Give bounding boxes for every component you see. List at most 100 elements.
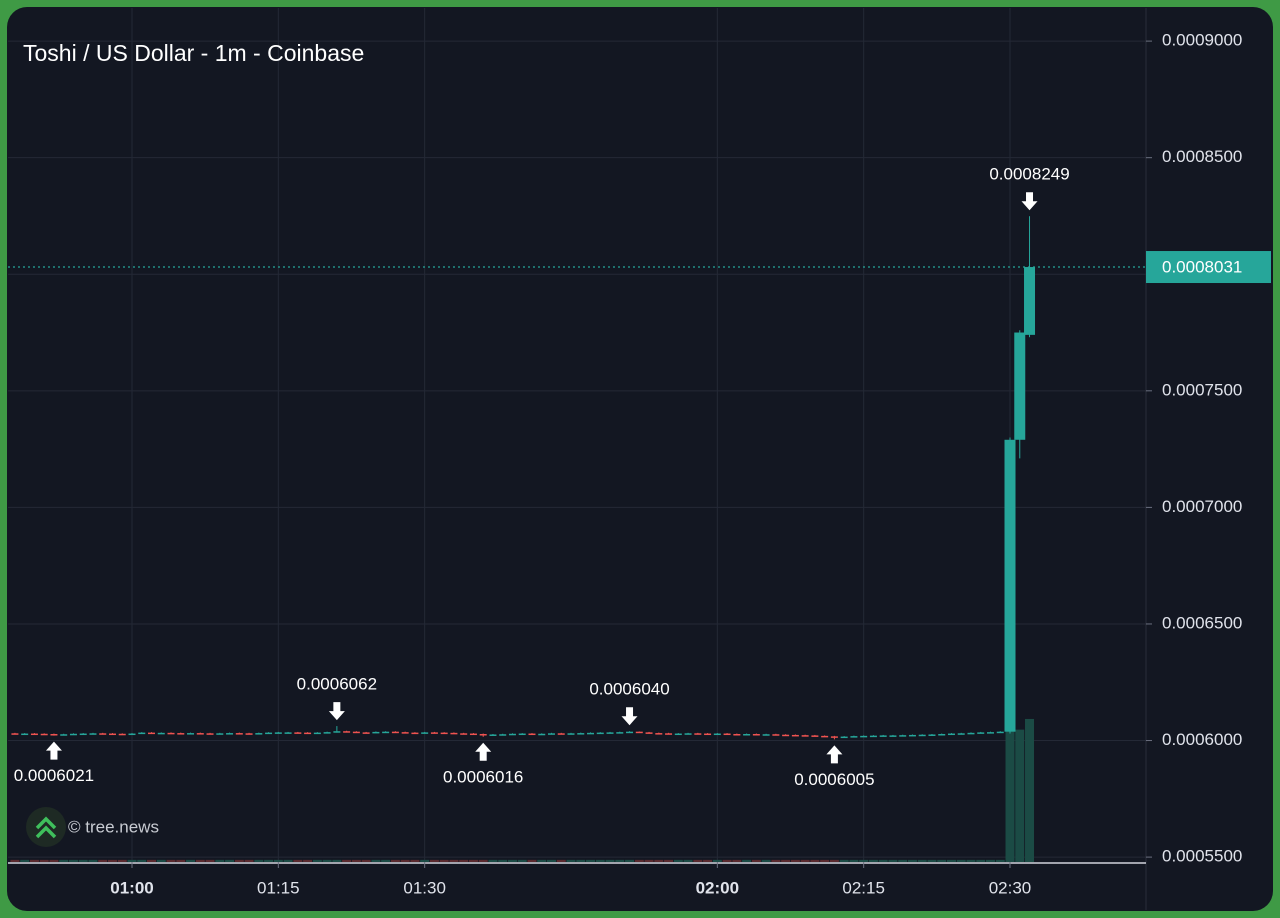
volume-bar [264, 859, 274, 862]
candle-body [450, 732, 458, 735]
volume-bar [166, 859, 176, 862]
candle-body [313, 732, 321, 735]
candle-body [148, 732, 156, 735]
candle-body [352, 731, 360, 734]
candle-body [196, 733, 204, 735]
candle-body [782, 734, 790, 737]
volume-bar [225, 859, 235, 862]
candle-body [547, 733, 555, 735]
watermark-logo: © tree.news [26, 807, 159, 847]
y-tick-label: 0.0009000 [1162, 31, 1242, 50]
candle-body [21, 733, 29, 736]
volume-bar [283, 859, 293, 862]
candle-body [391, 731, 399, 734]
volume-bar [673, 859, 683, 862]
arrow-down [328, 702, 345, 721]
volume-bar [751, 859, 761, 862]
arrow-up [45, 741, 62, 760]
candle-body [772, 734, 780, 736]
candle-body [957, 733, 965, 735]
candle-body [430, 732, 438, 734]
volume-bar [156, 859, 166, 862]
overlay-layer: 0.0006021 0.0006062 0.0006016 0.0006040 0.00… [8, 165, 1146, 789]
candle-body [460, 733, 468, 735]
candle-body [743, 734, 751, 736]
last-price-label: 0.0008031 [1162, 258, 1242, 277]
volume-bar [49, 859, 59, 862]
volume-bar [293, 859, 303, 862]
volume-bar [995, 859, 1005, 862]
volume-bar [898, 859, 908, 862]
volume-bar [371, 859, 381, 862]
candle-body [304, 732, 312, 735]
candle-body [118, 733, 126, 736]
volume-bar [907, 859, 917, 862]
volume-bar [254, 859, 264, 862]
volume-bar [937, 859, 947, 862]
y-tick-label: 0.0007000 [1162, 497, 1242, 516]
volume-bar [878, 859, 888, 862]
volume-bar [400, 859, 410, 862]
candle-body [187, 733, 195, 735]
candle-body [469, 733, 477, 736]
candle-body [235, 733, 243, 735]
axes: 0.0005500 0.0006000 0.0006500 0.0007000 0.00… [110, 31, 1271, 897]
candle-body [704, 733, 712, 736]
volume-bar [644, 859, 654, 862]
volume-bar [664, 859, 674, 862]
candle-body [274, 732, 282, 734]
candle-body [986, 732, 994, 734]
candle-body [996, 731, 1004, 734]
volume-bar [693, 859, 703, 862]
candle-body [157, 732, 165, 735]
candle-body [1014, 332, 1026, 440]
candle-body [60, 734, 68, 736]
candle-body [30, 733, 38, 736]
candle-body [372, 731, 380, 734]
candle-body [850, 736, 858, 738]
volume-bar [595, 859, 605, 862]
volume-bar [703, 859, 713, 862]
candle-body [343, 731, 351, 733]
volume-bar [771, 859, 781, 862]
volume-bar [488, 859, 498, 862]
candle-body [499, 734, 507, 736]
candle-body [821, 735, 829, 738]
candle-body [596, 732, 604, 735]
candle-body [99, 733, 107, 735]
volume-bar [29, 859, 39, 862]
volume-bar [634, 859, 644, 862]
candle-body [440, 732, 448, 735]
volume-bar [234, 859, 244, 862]
volume-bar [1025, 718, 1035, 862]
x-tick-label: 01:00 [110, 878, 153, 897]
candle-body [899, 735, 907, 737]
volume-bar [625, 859, 635, 862]
extreme-label: 0.0008249 [989, 165, 1069, 184]
candle-body [362, 732, 370, 734]
y-tick-label: 0.0006000 [1162, 730, 1242, 749]
extreme-label: 0.0006005 [794, 770, 874, 789]
y-tick-label: 0.0005500 [1162, 847, 1242, 866]
candle-layer [11, 216, 1036, 740]
logo-chevrons [35, 816, 57, 839]
candle-body [138, 732, 146, 735]
volume-bar [10, 859, 20, 862]
volume-bar [683, 859, 693, 862]
volume-bar [517, 859, 527, 862]
candle-body [626, 731, 634, 734]
candle-body [411, 732, 419, 735]
volume-bar [59, 859, 69, 862]
volume-bar [888, 859, 898, 862]
extreme-label: 0.0006062 [297, 675, 377, 694]
candle-body [1024, 267, 1036, 335]
candle-body [879, 735, 887, 737]
x-tick-label: 02:30 [989, 878, 1032, 897]
candle-body [167, 732, 175, 735]
volume-bar [361, 859, 371, 862]
arrow-up [826, 745, 843, 764]
candle-body [79, 733, 87, 736]
volume-bar [781, 859, 791, 862]
volume-bar [654, 859, 664, 862]
candle-body [528, 733, 536, 736]
